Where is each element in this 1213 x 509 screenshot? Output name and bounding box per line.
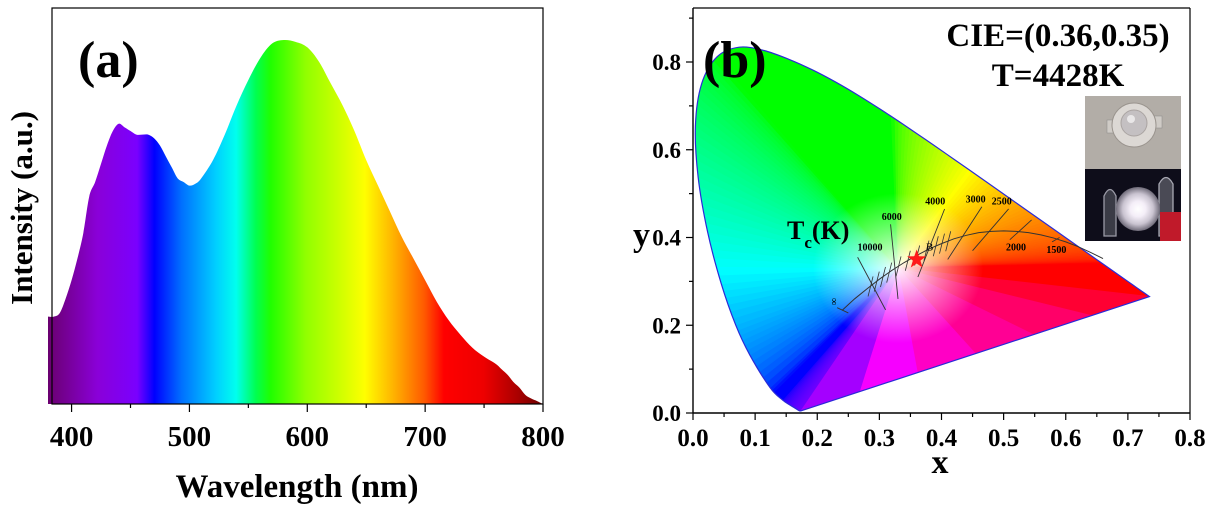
panel-a-label: (a): [78, 32, 139, 89]
x-tick-label-a: 500: [168, 421, 212, 453]
isotherm-line: [917, 208, 946, 278]
isotherm-line: [1051, 237, 1060, 243]
locus-tick: [939, 233, 945, 254]
x-tick-label-b: 0.0: [677, 425, 708, 452]
y-axis-title-a: Intensity (a.u.): [4, 111, 39, 305]
x-tick-label-a: 700: [403, 421, 447, 453]
locus-tick: [904, 250, 911, 271]
tc-label: Tc(K): [787, 216, 849, 252]
cie-annotation: CIE=(0.36,0.35): [946, 18, 1169, 54]
cct-label: 10000: [858, 243, 883, 254]
locus-tick: [880, 266, 886, 288]
cct-label: 6000: [882, 212, 902, 223]
led-photo-inset: [1085, 96, 1181, 241]
locus-tick: [873, 271, 880, 292]
y-tick-label-b: 0.2: [652, 313, 681, 338]
cct-label: 2000: [1006, 243, 1026, 254]
cct-label: 4000: [925, 197, 945, 208]
locus-tick: [945, 231, 952, 252]
x-tick-label-b: 0.8: [1174, 425, 1205, 452]
x-tick-label-a: 600: [286, 421, 330, 453]
y-tick-label-b: 0.0: [652, 401, 681, 426]
tc-label-main: T: [787, 216, 804, 245]
cct-label: 2500: [992, 197, 1012, 208]
x-tick-label-a: 400: [50, 421, 94, 453]
planckian-locus: [841, 230, 1104, 311]
spectral-locus-edge: [694, 46, 1151, 412]
x-axis-title-b: x: [932, 444, 949, 481]
cct-label: 3000: [966, 194, 986, 205]
tc-label-unit: (K): [812, 216, 850, 245]
isotherm-line: [972, 208, 1009, 251]
panel-b-label: (b): [703, 32, 767, 89]
locus-tick: [867, 276, 874, 297]
cct-label: 1500: [1046, 245, 1066, 256]
y-tick-label-b: 0.8: [652, 50, 681, 75]
x-tick-label-b: 0.3: [864, 425, 895, 452]
spectrum-area: [48, 39, 543, 404]
isotherm-line: [947, 206, 983, 260]
point-b-label: B: [926, 242, 933, 254]
x-axis-title-a: Wavelength (nm): [176, 469, 419, 505]
x-tick-label-a: 800: [521, 421, 565, 453]
panel-b-cie: 10000 6000 4000 3000 2500 2000 1500 ∞ B 0.0 0.1…: [633, 7, 1206, 481]
locus-tick: [886, 262, 893, 283]
x-tick-label-b: 0.6: [1050, 425, 1081, 452]
cie-gamut: [695, 46, 1150, 411]
x-tick-label-b: 0.7: [1112, 425, 1143, 452]
tc-label-sub: c: [804, 233, 812, 252]
ticks-b: 0.0 0.1 0.2 0.3 0.4 0.5 0.6 0.7 0.8 0.0 0.2 0.4 0.6 0…: [652, 17, 1206, 452]
panel-a-spectrum: 400 500 600 700 800 (a) Wavelength (nm) Inte…: [4, 7, 565, 505]
isotherm-line: [890, 224, 899, 299]
x-tick-label-b: 0.1: [740, 425, 771, 452]
infinity-label: ∞: [829, 298, 840, 305]
y-tick-label-b: 0.4: [652, 226, 681, 251]
led-glow: [1116, 187, 1160, 231]
temperature-annotation: T=4428K: [992, 58, 1125, 94]
y-tick-label-b: 0.6: [652, 138, 681, 163]
y-axis-title-b: y: [633, 217, 650, 254]
isotherm-line: [836, 307, 849, 314]
isotherm-line: [1009, 219, 1032, 241]
x-tick-label-b: 0.5: [988, 425, 1019, 452]
plot-frame-a: [51, 7, 544, 405]
x-tick-label-b: 0.2: [802, 425, 833, 452]
locus-tick: [932, 236, 939, 257]
x-tick-label-b: 0.4: [926, 425, 958, 452]
sample-point-star: [907, 249, 927, 268]
cct-labels: 10000 6000 4000 3000 2500 2000 1500: [858, 194, 1067, 255]
locus-tick: [895, 256, 902, 277]
isotherm-lines: [836, 206, 1060, 314]
x-ticks-a: 400 500 600 700 800: [50, 404, 565, 453]
